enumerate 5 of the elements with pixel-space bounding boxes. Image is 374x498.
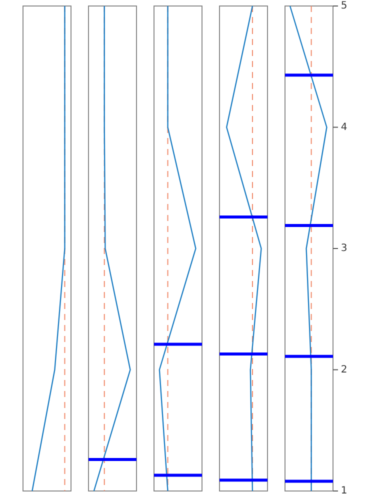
y-tick-label: 4 xyxy=(340,122,348,133)
y-tick-label: 5 xyxy=(340,0,348,12)
y-tick-label: 3 xyxy=(340,243,348,254)
y-tick-label: 1 xyxy=(340,486,348,497)
y-tick-label: 2 xyxy=(340,364,348,376)
